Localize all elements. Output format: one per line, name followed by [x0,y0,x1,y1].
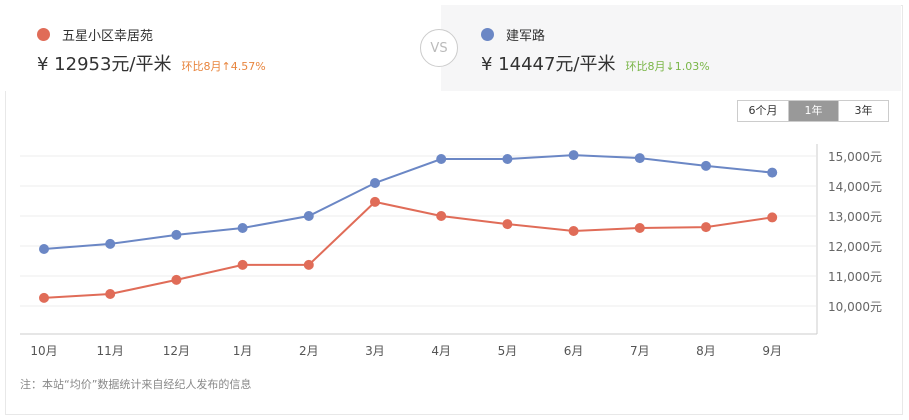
right-price: ¥ 14447元/平米 [481,54,616,75]
left-series-dot-icon [37,28,50,41]
series-line-1 [43,154,773,250]
data-point[interactable] [502,219,513,230]
range-option-2[interactable]: 3年 [838,101,888,121]
data-point[interactable] [436,154,447,164]
y-tick-label: 12,000元 [828,240,882,254]
left-price: ¥ 12953元/平米 [37,54,172,75]
range-selector: 6个月 1年 3年 [737,100,889,122]
y-tick-label: 10,000元 [828,300,882,314]
data-point[interactable] [568,226,579,236]
data-point[interactable] [370,196,380,207]
data-point[interactable] [634,153,645,164]
data-point[interactable] [171,274,182,285]
range-option-1[interactable]: 1年 [788,101,838,121]
right-community-panel: 建军路 ¥ 14447元/平米 环比8月↓1.03% [441,5,901,91]
x-tick-label: 2月 [299,344,319,358]
y-tick-label: 14,000元 [828,180,882,194]
y-tick-label: 11,000元 [828,270,882,284]
x-tick-label: 6月 [564,344,584,358]
x-tick-label: 8月 [696,344,716,358]
data-point[interactable] [105,238,116,249]
data-point[interactable] [171,229,182,240]
compare-header: 五星小区幸居苑 ¥ 12953元/平米 环比8月↑4.57% 建军路 ¥ 144… [5,5,901,91]
x-tick-label: 4月 [431,344,451,358]
left-community-name: 五星小区幸居苑 [62,29,154,44]
footnote: 注：本站“均价”数据统计来自经纪人发布的信息 [20,378,252,391]
data-point[interactable] [303,211,314,221]
data-point[interactable] [701,160,711,171]
x-tick-label: 7月 [630,344,650,358]
range-option-0[interactable]: 6个月 [738,101,788,121]
data-point[interactable] [634,223,645,233]
data-point[interactable] [701,222,711,233]
x-tick-label: 9月 [762,344,782,358]
right-series-dot-icon [481,28,494,41]
data-point[interactable] [370,178,380,188]
x-tick-label: 12月 [163,344,190,358]
x-tick-label: 10月 [30,344,57,358]
left-change: 环比8月↑4.57% [181,60,266,73]
y-tick-label: 13,000元 [828,210,882,224]
data-point[interactable] [568,150,579,161]
x-tick-label: 3月 [365,344,385,358]
y-tick-label: 15,000元 [828,150,882,164]
x-tick-label: 1月 [233,344,253,358]
data-point[interactable] [237,223,248,233]
data-point[interactable] [767,212,778,223]
right-change: 环比8月↓1.03% [625,60,710,73]
x-tick-label: 11月 [97,344,124,358]
data-point[interactable] [436,211,447,221]
data-point[interactable] [39,244,49,254]
left-community-panel: 五星小区幸居苑 ¥ 12953元/平米 环比8月↑4.57% [5,5,441,91]
right-community-name: 建军路 [506,29,546,44]
x-tick-label: 5月 [498,344,518,358]
data-point[interactable] [502,154,513,164]
data-point[interactable] [39,292,49,303]
data-point[interactable] [105,289,116,299]
data-point[interactable] [237,259,248,270]
data-point[interactable] [767,167,778,178]
series-line-0 [43,200,773,299]
vs-badge: VS [420,29,458,67]
data-point[interactable] [303,259,314,270]
